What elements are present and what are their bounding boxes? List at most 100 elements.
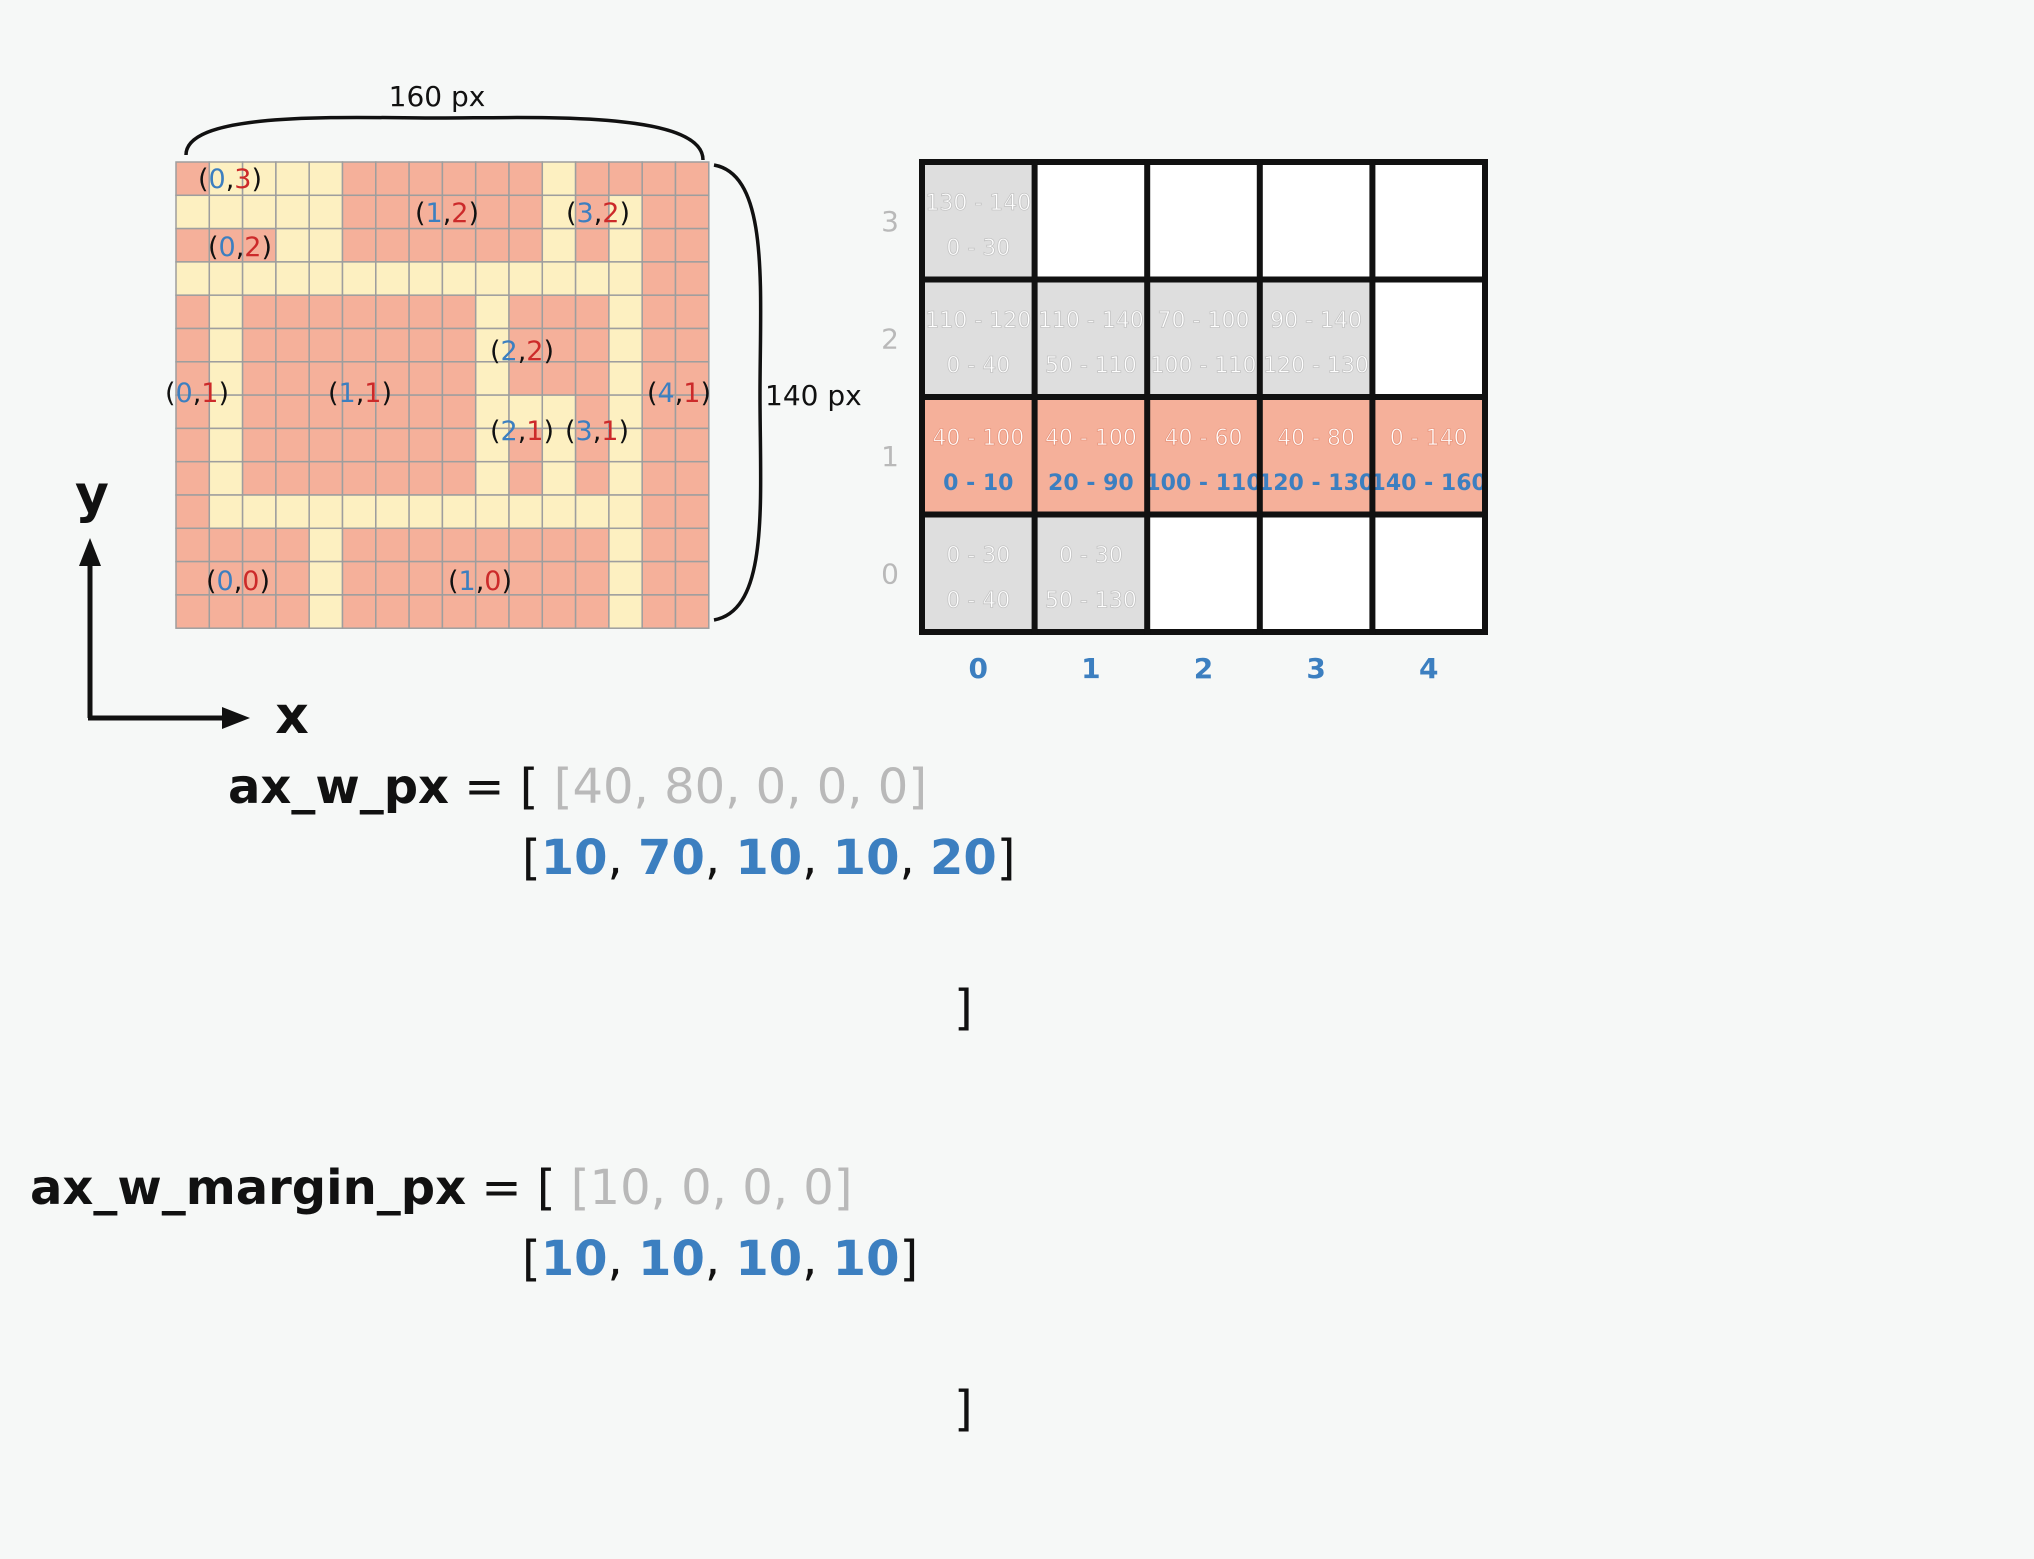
layout-cell [1372, 279, 1485, 397]
pixel-cell [474, 594, 510, 629]
pixel-cell [474, 294, 510, 330]
pixel-cell [241, 327, 277, 363]
pixel-cell [241, 427, 277, 463]
pixel-cell [441, 394, 477, 430]
pixel-cell [208, 560, 244, 596]
pixel-cell [241, 194, 277, 230]
pixel-cell [208, 527, 244, 563]
region-label: (0,2) [208, 232, 272, 263]
pixel-cell [308, 227, 344, 263]
pixel-cell [275, 594, 310, 629]
pixel-cell [608, 294, 643, 330]
pixel-cell [341, 560, 377, 596]
pixel-cell [408, 361, 444, 396]
pixel-cell [674, 294, 710, 330]
pixel-cell [474, 494, 510, 530]
cell-x-range: 50 - 110 [1045, 354, 1137, 379]
pixel-cell [608, 427, 643, 463]
pixel-cell [474, 161, 510, 197]
pixel-cell [375, 194, 410, 230]
list-value: 80 [664, 759, 726, 815]
region-label: (0,3) [198, 164, 262, 195]
pixel-cell [508, 527, 544, 563]
label-part: 1 [601, 416, 618, 447]
pixel-cell [608, 227, 643, 263]
pixel-cell [574, 261, 610, 296]
label-part: ( [415, 198, 426, 229]
pixel-cell [674, 194, 710, 230]
layout-cell [922, 397, 1035, 515]
pixel-cell [408, 161, 444, 197]
pixel-cell [175, 227, 211, 263]
pixel-cell [641, 494, 677, 530]
label-part: ) [261, 232, 272, 263]
pixel-cell [208, 361, 244, 396]
pixel-cell [641, 594, 677, 629]
list-value: 0 [877, 759, 909, 815]
region-label: (1,0) [448, 566, 512, 597]
pixel-cell [208, 327, 244, 363]
list-value: 0 [681, 1160, 712, 1216]
cell-x-range: 0 - 10 [943, 471, 1013, 496]
label-part: 0 [176, 378, 193, 409]
pixel-cell [308, 460, 344, 496]
pixel-cell [441, 294, 477, 330]
label-part: 2 [501, 416, 518, 447]
pixel-cell [375, 594, 410, 629]
label-part: , [226, 164, 235, 195]
pixel-cell [408, 227, 444, 263]
label-part: ( [198, 164, 209, 195]
pixel-cell [441, 327, 477, 363]
pixel-cell [474, 560, 510, 596]
pixel-cell [308, 194, 344, 230]
pixel-cell [275, 460, 310, 496]
pixel-cell [275, 494, 310, 530]
pixel-cell [241, 261, 277, 296]
label-part: ) [381, 378, 392, 409]
pixel-cell [441, 427, 477, 463]
ax-w-margin-px-line1: ax_w_margin_px = [ [10, 0, 0, 0] [30, 1164, 853, 1212]
ax-w-margin-px-values-blue: [10, 10, 10, 10] [522, 1231, 919, 1287]
pixel-cell [508, 227, 544, 263]
list-value: 40 [572, 759, 634, 815]
row-label: 0 [881, 557, 899, 590]
label-part: 1 [459, 566, 476, 597]
pixel-map [175, 161, 710, 629]
pixel-cell [241, 594, 277, 629]
label-part: , [675, 378, 684, 409]
pixel-cell [408, 527, 444, 563]
region-label: (0,1) [165, 378, 229, 409]
pixel-cell [175, 594, 211, 629]
pixel-cell [641, 527, 677, 563]
pixel-cell [175, 261, 211, 296]
list-value: 10 [540, 830, 608, 886]
pixel-cell [275, 361, 310, 396]
layout-cell [1259, 514, 1373, 632]
list-value: 20 [929, 830, 997, 886]
layout-cell [1147, 397, 1260, 515]
layout-cell [1147, 514, 1260, 632]
cell-y-range: 130 - 140 [925, 191, 1031, 216]
layout-cell [1259, 162, 1373, 280]
pixel-cell [208, 460, 244, 496]
pixel-cell [341, 327, 377, 363]
cell-y-range: 0 - 140 [1390, 426, 1468, 451]
label-part: 0 [209, 164, 226, 195]
pixel-cell [341, 527, 377, 563]
layout-cell [1259, 397, 1373, 515]
pixel-cell [641, 560, 677, 596]
cell-x-range: 120 - 130 [1263, 354, 1369, 379]
label-part: 3 [577, 198, 594, 229]
pixel-cell [241, 460, 277, 496]
pixel-cell [474, 394, 510, 430]
xy-axes: y x [75, 465, 309, 746]
layout-cell [1372, 162, 1485, 280]
pixel-cell [275, 227, 310, 263]
pixel-cell [375, 460, 410, 496]
ax-w-margin-px-name: ax_w_margin_px [30, 1160, 467, 1216]
pixel-cell [208, 427, 244, 463]
pixel-cell [341, 594, 377, 629]
region-label: (1,2) [415, 198, 479, 229]
cell-x-range: 0 - 40 [946, 354, 1010, 379]
